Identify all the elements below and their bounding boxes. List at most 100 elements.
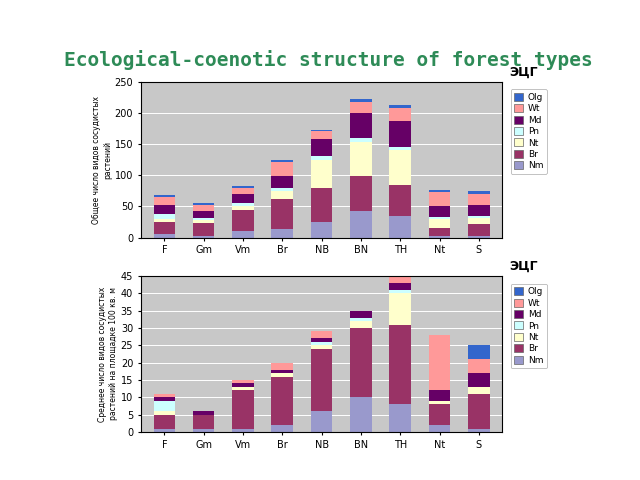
Text: Ecological-coenotic structure of forest types: Ecological-coenotic structure of forest … [64,50,593,71]
Bar [154,214,175,219]
Bar [311,188,332,222]
Bar [311,342,332,345]
Bar [232,204,254,206]
Bar [429,335,451,390]
Bar [429,192,451,206]
Bar [350,102,372,113]
Bar [232,387,254,390]
Bar [429,190,451,192]
Bar [232,209,254,231]
Bar [232,384,254,387]
Bar [232,194,254,204]
Bar [468,218,490,225]
Bar [350,318,372,321]
Bar [154,411,175,415]
Bar [271,176,293,188]
Bar [389,185,411,216]
Bar [311,131,332,139]
Bar [468,236,490,238]
Bar [193,218,214,220]
Bar [271,160,293,162]
Bar [271,373,293,376]
Bar [154,234,175,238]
Bar [429,217,451,219]
Bar [468,359,490,373]
Bar [468,194,490,205]
Bar [389,108,411,121]
Bar [154,394,175,397]
Bar [350,138,372,142]
Bar [468,394,490,429]
Bar [389,293,411,324]
Text: ЭЦГ: ЭЦГ [509,65,538,78]
Bar [350,321,372,328]
Bar [193,429,214,432]
Bar [154,397,175,401]
Bar [389,150,411,185]
Bar [154,415,175,429]
Bar [468,191,490,194]
Bar [271,192,293,199]
Bar [350,311,372,318]
Bar [193,223,214,236]
Bar [311,338,332,342]
Bar [154,429,175,432]
Bar [429,206,451,217]
Bar [311,222,332,238]
Bar [311,332,332,338]
Bar [429,219,451,228]
Bar [389,216,411,238]
Bar [193,204,214,211]
Bar [311,156,332,159]
Bar [350,142,372,176]
Bar [271,425,293,432]
Bar [350,328,372,397]
Bar [311,411,332,432]
Bar [389,404,411,432]
Bar [389,324,411,404]
Bar [271,199,293,229]
Bar [232,188,254,194]
Bar [389,147,411,150]
Bar [429,425,451,432]
Bar [389,269,411,283]
Bar [193,411,214,415]
Bar [311,349,332,411]
Bar [232,186,254,188]
Bar [468,216,490,218]
Text: ЭЦГ: ЭЦГ [509,260,538,273]
Bar [193,415,214,429]
Bar [271,363,293,370]
Bar [271,229,293,238]
Bar [311,159,332,188]
Bar [389,283,411,290]
Bar [232,231,254,238]
Bar [350,113,372,138]
Y-axis label: Общее число видов сосудистых
растений: Общее число видов сосудистых растений [92,96,112,224]
Bar [154,204,175,214]
Bar [389,121,411,147]
Bar [271,376,293,425]
Bar [311,130,332,131]
Bar [429,228,451,236]
Bar [154,219,175,222]
Bar [232,390,254,429]
Bar [271,162,293,176]
Bar [271,188,293,192]
Bar [154,222,175,234]
Bar [429,390,451,401]
Bar [350,397,372,432]
Bar [468,205,490,216]
Bar [154,401,175,411]
Bar [429,401,451,404]
Bar [154,197,175,204]
Bar [232,429,254,432]
Bar [232,206,254,209]
Bar [468,345,490,359]
Bar [468,373,490,387]
Bar [154,195,175,197]
Bar [468,387,490,394]
Bar [232,380,254,384]
Bar [468,225,490,236]
Bar [193,220,214,223]
